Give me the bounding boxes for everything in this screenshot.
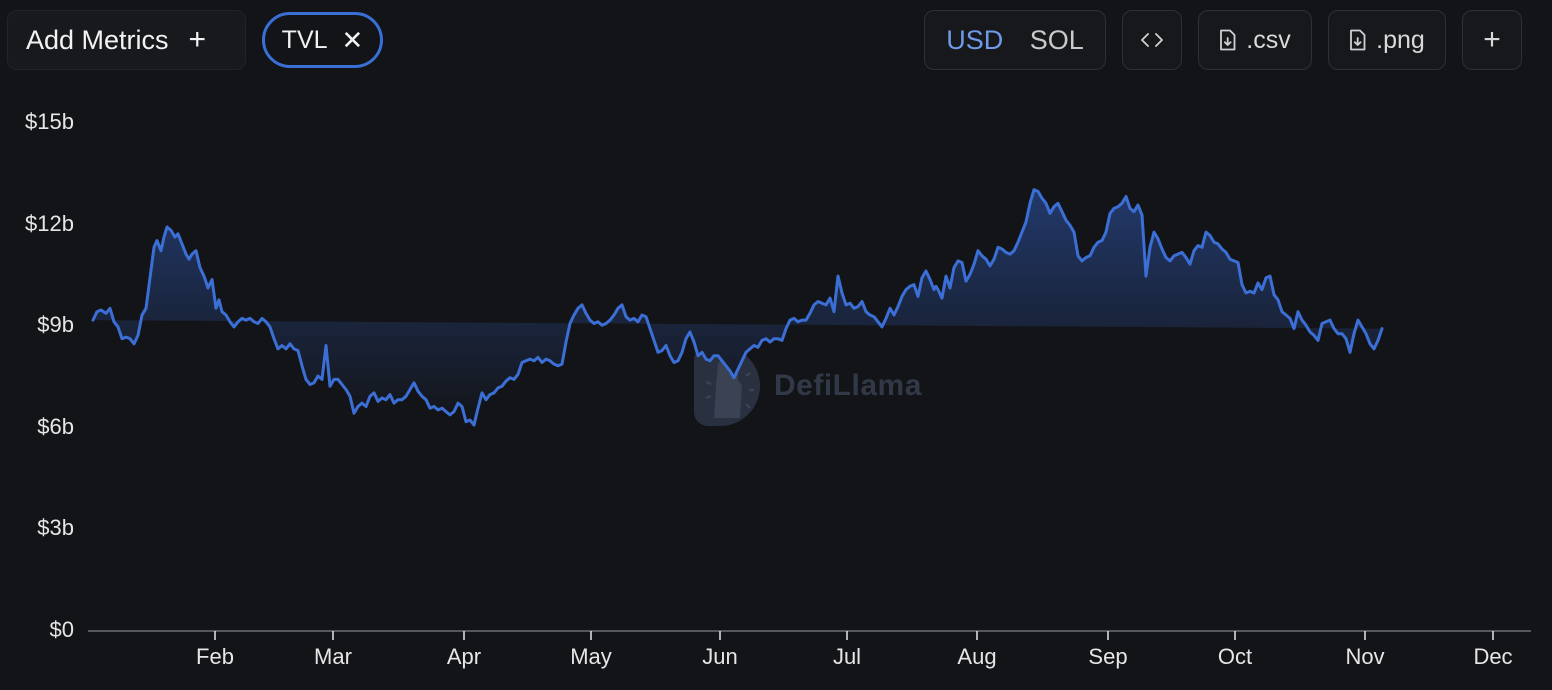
y-axis-label: $0 — [49, 617, 74, 642]
file-download-icon — [1220, 29, 1236, 51]
y-axis-label: $3b — [37, 515, 74, 541]
x-axis-label: May — [570, 644, 612, 669]
add-metrics-label: Add Metrics — [26, 24, 169, 55]
code-icon — [1141, 33, 1163, 47]
x-axis-label: Nov — [1345, 644, 1385, 669]
file-download-icon — [1350, 29, 1366, 51]
x-axis-label: Feb — [196, 644, 234, 669]
download-csv-button[interactable]: .csv — [1198, 10, 1312, 70]
png-label: .png — [1376, 25, 1425, 54]
tvl-line — [91, 188, 1384, 427]
close-icon[interactable]: ✕ — [341, 24, 364, 55]
currency-option-usd[interactable]: USD — [946, 24, 1004, 55]
x-axis-label: Aug — [957, 644, 997, 669]
plus-icon: + — [1483, 23, 1501, 56]
y-axis-label: $15b — [25, 109, 74, 134]
x-axis-label: Apr — [446, 644, 482, 669]
embed-button[interactable] — [1122, 10, 1182, 70]
y-axis-label: $12b — [25, 210, 74, 236]
more-options-button[interactable]: + — [1462, 10, 1522, 70]
csv-label: .csv — [1246, 25, 1291, 54]
metric-chip-tvl[interactable]: TVL ✕ — [262, 12, 383, 68]
tvl-area-fill — [93, 189, 1382, 426]
x-axis-label: Mar — [314, 644, 352, 669]
y-axis-label: $9b — [37, 312, 74, 338]
x-axis-label: Jul — [832, 644, 862, 669]
plus-icon: + — [188, 23, 207, 56]
chart-toolbar: Add Metrics + TVL ✕ USD SOL .csv .png + — [0, 0, 1552, 80]
add-metrics-button[interactable]: Add Metrics + — [7, 10, 246, 70]
metric-chip-label: TVL — [281, 25, 328, 54]
watermark-text: DefiLlama — [774, 369, 922, 402]
x-axis-label: Dec — [1473, 644, 1513, 669]
y-axis-label: $6b — [37, 413, 74, 439]
x-axis-ticks — [214, 631, 1494, 640]
currency-option-sol[interactable]: SOL — [1029, 24, 1084, 55]
download-png-button[interactable]: .png — [1328, 10, 1446, 70]
currency-toggle: USD SOL — [924, 10, 1106, 70]
x-axis-label: Oct — [1217, 644, 1253, 669]
x-axis-label: Sep — [1088, 644, 1128, 669]
x-axis-label: Jun — [702, 644, 738, 669]
